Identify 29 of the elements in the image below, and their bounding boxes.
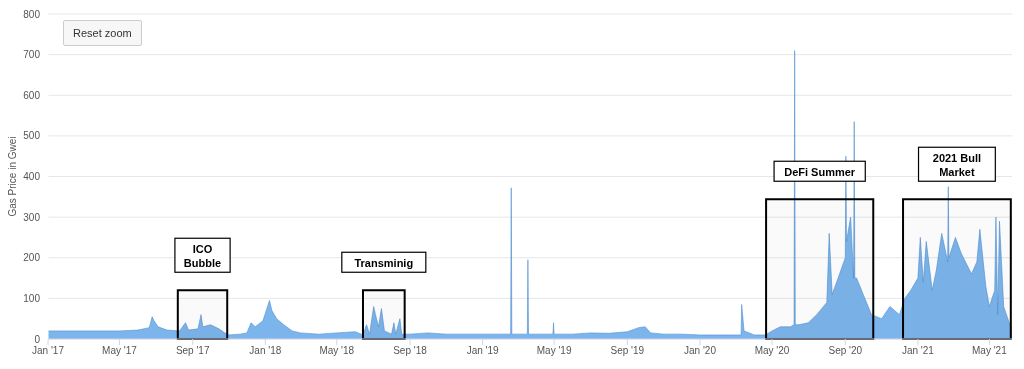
y-axis-title: Gas Price in Gwei <box>6 136 18 217</box>
band-label: 2021 Bull Market <box>932 152 982 179</box>
y-tick-label: 200 <box>23 252 41 264</box>
x-tick-label: Sep '20 <box>828 345 863 357</box>
x-tick-label: Jan '20 <box>684 345 717 357</box>
x-tick-label: May '21 <box>972 345 1008 357</box>
annotation: Reset zoom <box>63 20 142 46</box>
y-tick-label: 400 <box>23 171 41 183</box>
y-tick-label: 600 <box>23 89 41 101</box>
y-tick-label: 500 <box>23 130 41 142</box>
band-label: ICO Bubble <box>183 243 222 270</box>
y-tick-label: 800 <box>23 8 41 20</box>
y-tick-label: 300 <box>23 211 41 223</box>
x-tick-label: Jan '17 <box>32 345 65 357</box>
x-tick-label: May '20 <box>754 345 790 357</box>
x-tick-label: Jan '19 <box>466 345 500 357</box>
x-tick-label: Sep '18 <box>393 345 428 357</box>
x-tick-label: Sep '19 <box>610 345 645 357</box>
band-label: DeFi Summer <box>784 166 856 179</box>
y-tick-label: 700 <box>23 49 41 61</box>
x-tick-label: Sep '17 <box>175 345 210 357</box>
x-tick-label: May '17 <box>102 345 138 357</box>
y-tick-label: 100 <box>23 292 41 304</box>
x-tick-label: May '18 <box>319 345 355 357</box>
x-tick-label: Jan '21 <box>901 345 935 357</box>
y-tick-label: 0 <box>34 333 41 345</box>
band-label: Transminig <box>354 257 414 270</box>
x-tick-label: May '19 <box>536 345 572 357</box>
x-tick-label: Jan '18 <box>249 345 282 357</box>
